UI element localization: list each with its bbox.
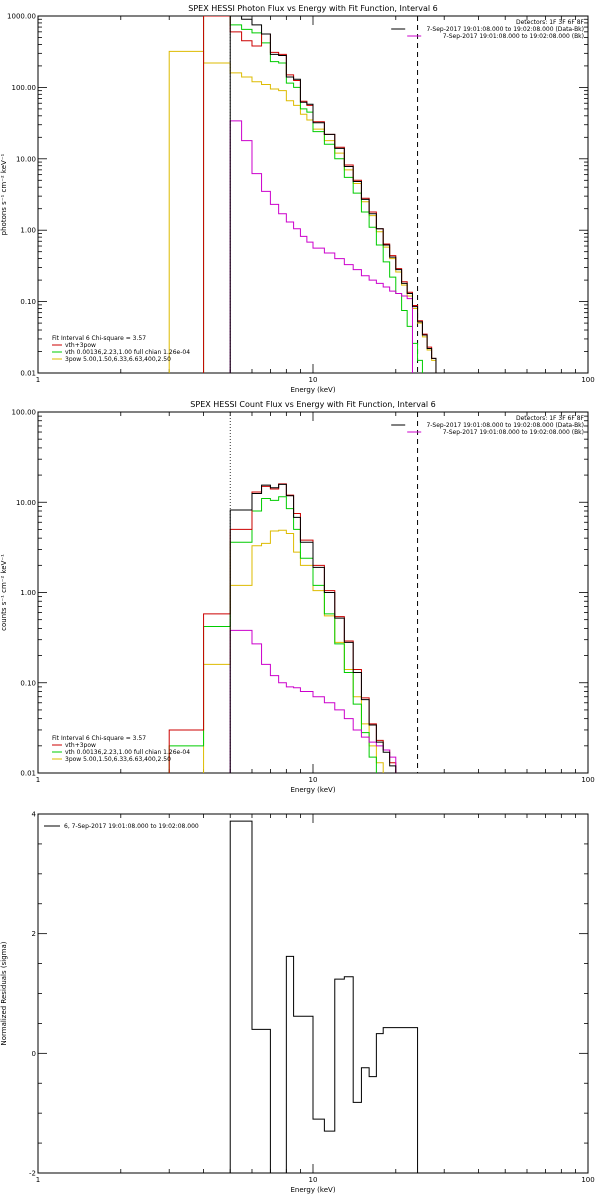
y-tick-label: 4 (32, 811, 37, 819)
y-tick-label: 0.10 (20, 298, 36, 306)
chart-title: SPEX HESSI Photon Flux vs Energy with Fi… (188, 4, 438, 13)
y-tick-label: 10.00 (16, 499, 36, 507)
y-axis-label: counts s⁻¹ cm⁻² keV⁻¹ (0, 554, 8, 631)
x-axis-label: Energy (keV) (290, 786, 335, 794)
y-tick-label: 100.00 (12, 409, 37, 417)
y-tick-label: 0 (32, 1050, 36, 1058)
x-tick-label: 100 (581, 776, 594, 784)
series-3pow (203, 529, 384, 773)
legend-label-1: 6, 7-Sep-2017 19:01:08.000 to 19:02:08.0… (64, 823, 199, 830)
series-vth (168, 496, 377, 773)
y-tick-label: 2 (32, 930, 36, 938)
y-tick-label: -2 (29, 1170, 36, 1178)
series-data-bk (229, 16, 437, 373)
legend-label-3: 3pow 5.00,1.50,6.33,6.63,400,2.50 (65, 756, 171, 763)
legend-label-3: 3pow 5.00,1.50,6.33,6.63,400,2.50 (65, 356, 171, 363)
x-tick-label: 1 (36, 776, 40, 784)
x-tick-label: 1 (36, 376, 40, 384)
info-line-2: 7-Sep-2017 19:01:08.000 to 19:02:08.000 … (426, 26, 584, 33)
legend-label-2: vth 0.00136,2.23,1.00 full chian 1.26e-0… (65, 749, 190, 756)
x-tick-label: 10 (309, 1176, 318, 1184)
y-tick-label: 1.00 (20, 589, 36, 597)
legend-label-2: vth 0.00136,2.23,1.00 full chian 1.26e-0… (65, 349, 190, 356)
legend-label-1: vth+3pow (65, 342, 96, 349)
info-line-1: Detectors: 1F 3F 6F 8F (516, 19, 585, 26)
series-vth (203, 16, 423, 373)
legend-label-1: vth+3pow (65, 742, 96, 749)
legend-title: Fit Interval 6 Chi-square = 3.57 (52, 735, 146, 742)
series-bk (229, 629, 397, 773)
y-tick-label: 1.00 (20, 227, 36, 235)
y-tick-label: 1000.00 (7, 13, 36, 21)
series-3pow (168, 50, 437, 373)
info-line-3: 7-Sep-2017 19:01:08.000 to 19:02:08.000 … (443, 429, 584, 436)
legend-title: Fit Interval 6 Chi-square = 3.57 (52, 335, 146, 342)
y-tick-label: 10.00 (16, 155, 36, 163)
x-axis-label: Energy (keV) (290, 386, 335, 394)
chart-panel-3: 1 10 100 Energy (keV) -2 0 2 4 Normalized Residu… (0, 811, 595, 1195)
chart-panel-2: SPEX HESSI Count Flux vs Energy with Fit… (0, 400, 595, 794)
series-vth-3pow (203, 16, 437, 373)
x-tick-label: 100 (581, 376, 594, 384)
y-tick-label: 0.10 (20, 679, 36, 687)
series-6 (229, 820, 419, 1173)
y-tick-label: 0.01 (20, 370, 36, 378)
plot-frame (37, 15, 589, 374)
y-tick-label: 0.01 (20, 770, 36, 778)
x-tick-label: 10 (309, 776, 318, 784)
y-axis-label: photons s⁻¹ cm⁻² keV⁻¹ (0, 153, 8, 235)
x-tick-label: 10 (309, 376, 318, 384)
x-tick-label: 1 (36, 1176, 40, 1184)
y-axis-label: Normalized Residuals (sigma) (0, 941, 8, 1045)
info-line-3: 7-Sep-2017 19:01:08.000 to 19:02:08.000 … (443, 33, 584, 40)
chart-panel-1: SPEX HESSI Photon Flux vs Energy with Fi… (0, 4, 595, 394)
x-axis-label: Energy (keV) (290, 1186, 335, 1194)
x-tick-label: 100 (581, 1176, 594, 1184)
info-line-2: 7-Sep-2017 19:01:08.000 to 19:02:08.000 … (426, 422, 584, 429)
info-line-1: Detectors: 1F 3F 6F 8F (516, 415, 585, 422)
plot-frame (37, 411, 589, 774)
chart-title: SPEX HESSI Count Flux vs Energy with Fit… (190, 400, 435, 409)
series-bk (229, 120, 413, 373)
series-data-bk (229, 483, 397, 773)
y-tick-label: 100.00 (12, 84, 37, 92)
